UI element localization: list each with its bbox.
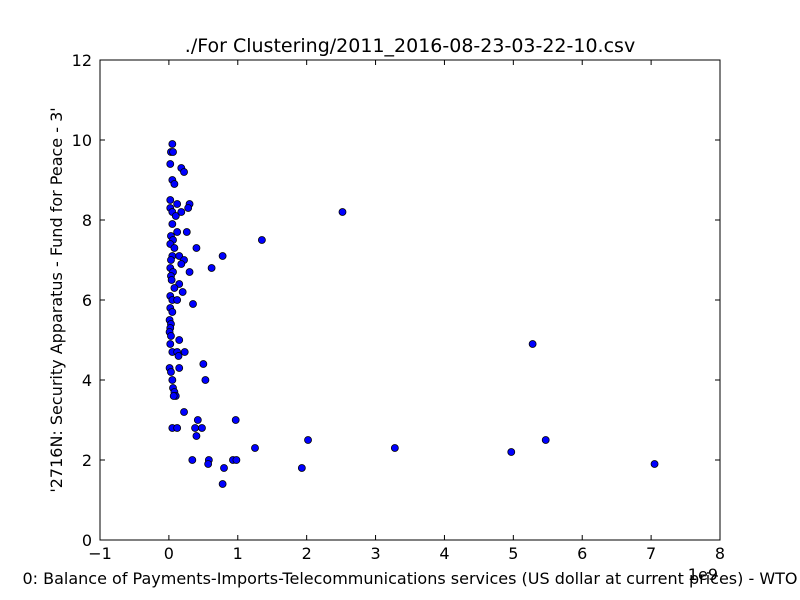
y-tick-label: 2 bbox=[82, 451, 92, 470]
chart-title: ./For Clustering/2011_2016-08-23-03-22-1… bbox=[185, 35, 635, 57]
data-point bbox=[650, 460, 659, 468]
y-tick-label: 8 bbox=[82, 211, 92, 230]
x-tick-label: 2 bbox=[302, 544, 312, 563]
data-point bbox=[173, 296, 182, 304]
data-point bbox=[192, 432, 201, 440]
x-tick-label: 4 bbox=[439, 544, 449, 563]
data-point bbox=[166, 340, 175, 348]
data-point bbox=[231, 416, 240, 424]
data-point bbox=[257, 236, 266, 244]
data-point bbox=[304, 436, 312, 444]
data-point bbox=[297, 464, 306, 472]
y-tick-label: 12 bbox=[72, 51, 92, 70]
data-point bbox=[182, 228, 191, 236]
data-point bbox=[189, 300, 197, 308]
data-point bbox=[167, 332, 175, 340]
data-point bbox=[218, 480, 227, 488]
data-point bbox=[171, 212, 180, 220]
data-point bbox=[528, 340, 537, 348]
data-point bbox=[184, 204, 193, 212]
x-tick-label: 3 bbox=[370, 544, 380, 563]
data-point bbox=[173, 228, 182, 236]
y-axis-ticks: 0 2 4 6 8 10 12 bbox=[72, 51, 720, 550]
data-point bbox=[168, 308, 177, 316]
x-tick-label: 7 bbox=[646, 544, 656, 563]
data-point bbox=[169, 148, 177, 156]
data-point bbox=[168, 220, 177, 228]
y-axis-label: '2716N: Security Apparatus - Fund for Pe… bbox=[47, 107, 66, 492]
data-point bbox=[177, 208, 186, 216]
x-tick-label: 1 bbox=[233, 544, 243, 563]
data-point bbox=[218, 252, 227, 260]
data-point bbox=[168, 140, 177, 148]
data-point bbox=[251, 444, 259, 452]
data-point bbox=[192, 244, 201, 252]
x-tick-label: 5 bbox=[508, 544, 518, 563]
x-tick-label: 8 bbox=[715, 544, 725, 563]
data-point bbox=[390, 444, 399, 452]
points-layer bbox=[165, 140, 659, 488]
data-point bbox=[170, 284, 179, 292]
data-point bbox=[220, 464, 228, 472]
data-point bbox=[193, 416, 202, 424]
x-axis-offset-label: 1e9 bbox=[688, 565, 718, 584]
x-tick-label: −1 bbox=[88, 544, 112, 563]
x-axis-ticks: −1 0 1 2 3 4 5 6 7 8 bbox=[88, 60, 725, 563]
data-point bbox=[175, 364, 184, 372]
data-point bbox=[199, 360, 208, 368]
x-axis-label: 0: Balance of Payments-Imports-Telecommu… bbox=[22, 569, 797, 588]
data-point bbox=[166, 196, 175, 204]
data-point bbox=[174, 352, 183, 360]
data-point bbox=[185, 268, 194, 276]
data-point bbox=[169, 392, 178, 400]
data-point bbox=[173, 424, 182, 432]
data-point bbox=[175, 336, 184, 344]
data-point bbox=[198, 424, 206, 432]
data-point bbox=[167, 368, 175, 376]
data-point bbox=[180, 348, 189, 356]
data-point bbox=[180, 408, 188, 416]
y-tick-label: 4 bbox=[82, 371, 92, 390]
data-point bbox=[188, 456, 197, 464]
data-point bbox=[178, 288, 187, 296]
data-point bbox=[173, 200, 182, 208]
data-point bbox=[204, 460, 213, 468]
y-tick-label: 0 bbox=[82, 531, 92, 550]
data-point bbox=[201, 376, 210, 384]
data-point bbox=[180, 168, 188, 176]
data-point bbox=[232, 456, 241, 464]
x-tick-label: 6 bbox=[577, 544, 587, 563]
data-point bbox=[207, 264, 216, 272]
x-tick-label: 0 bbox=[164, 544, 174, 563]
data-point bbox=[338, 208, 347, 216]
data-point bbox=[167, 256, 175, 264]
data-point bbox=[170, 180, 179, 188]
data-point bbox=[191, 424, 199, 432]
data-point bbox=[541, 436, 550, 444]
data-point bbox=[507, 448, 516, 456]
data-point bbox=[168, 376, 177, 384]
data-point bbox=[170, 244, 179, 252]
y-tick-label: 6 bbox=[82, 291, 92, 310]
y-tick-label: 10 bbox=[72, 131, 92, 150]
data-point bbox=[167, 276, 176, 284]
data-point bbox=[177, 260, 186, 268]
data-point bbox=[166, 160, 175, 168]
